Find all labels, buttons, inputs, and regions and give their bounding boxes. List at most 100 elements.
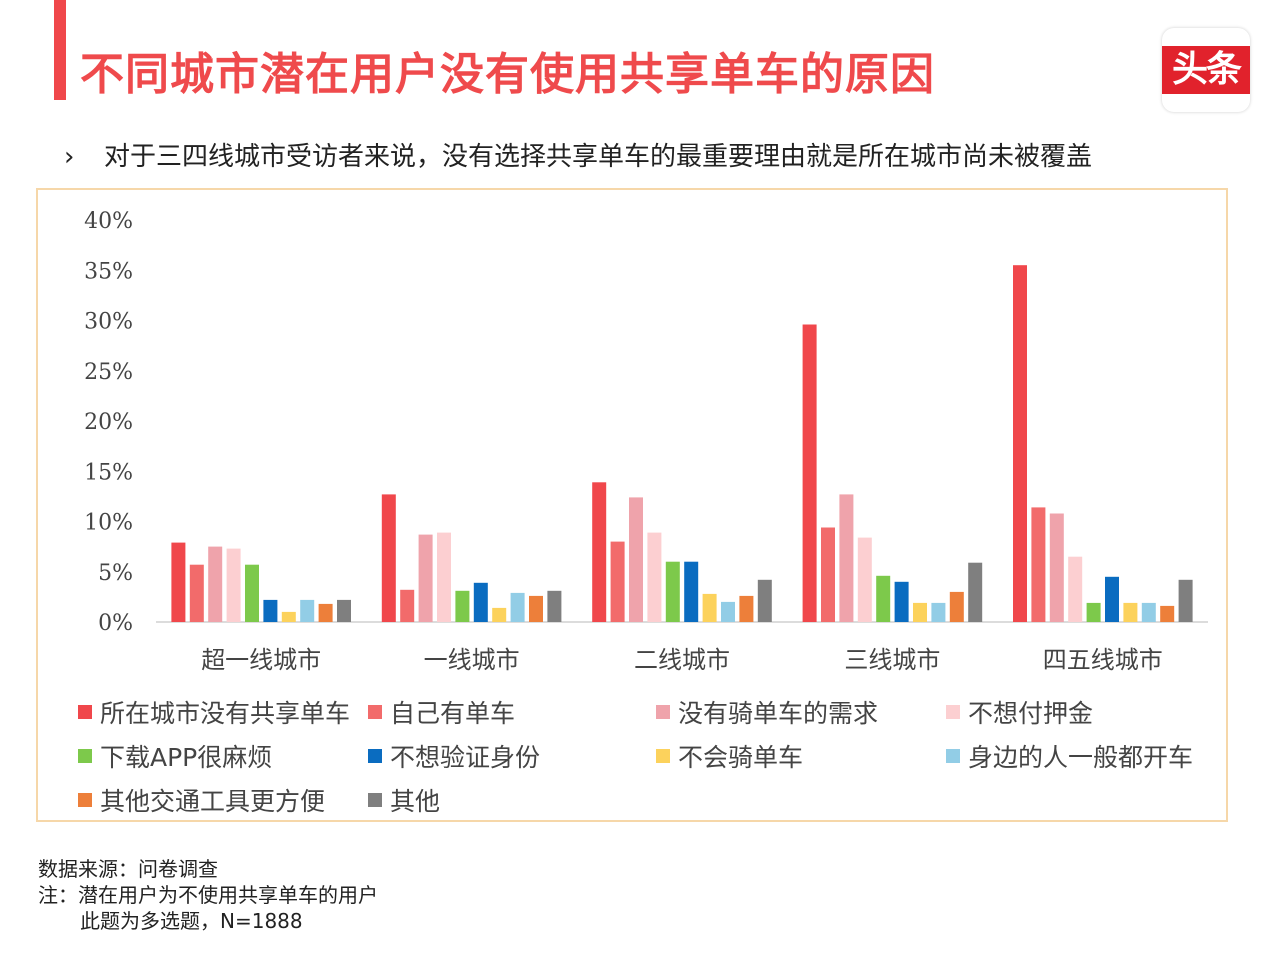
bar[interactable] — [1049, 513, 1064, 623]
bar[interactable] — [510, 592, 525, 622]
chart-container: 0% 5% 10% 15% 20% 25% 30% 35% 40% 超一线城市 一线城市 二线城市 三线… — [36, 188, 1228, 822]
y-tick-label: 40% — [84, 209, 133, 234]
legend-label: 下载APP很麻烦 — [100, 743, 273, 772]
bar[interactable] — [418, 534, 433, 622]
bar[interactable] — [1178, 579, 1193, 622]
bar[interactable] — [281, 611, 296, 622]
footnote: 注：潜在用户为不使用共享单车的用户 — [38, 883, 378, 907]
bar[interactable] — [1086, 602, 1101, 622]
legend-swatch — [946, 705, 960, 719]
footer-notes: 数据来源：问卷调查 注：潜在用户为不使用共享单车的用户 此题为多选题，N=188… — [38, 856, 378, 934]
legend-item[interactable]: 自己有单车 — [368, 694, 515, 730]
bar[interactable] — [592, 482, 607, 622]
bar[interactable] — [610, 541, 625, 622]
legend-item[interactable]: 其他交通工具更方便 — [78, 782, 325, 818]
bar[interactable] — [739, 595, 754, 622]
bar[interactable] — [1123, 602, 1138, 622]
bar[interactable] — [318, 603, 333, 622]
bar[interactable] — [171, 542, 186, 622]
bar[interactable] — [757, 579, 772, 622]
logo-text: 头条 — [1162, 46, 1250, 94]
bar[interactable] — [876, 575, 891, 622]
x-tick-label: 一线城市 — [424, 646, 520, 674]
bar[interactable] — [647, 532, 662, 622]
bar[interactable] — [802, 324, 817, 623]
bar[interactable] — [529, 595, 543, 622]
bar[interactable] — [337, 599, 351, 622]
bar[interactable] — [1141, 602, 1156, 622]
bar[interactable] — [968, 562, 983, 622]
y-tick-label: 0% — [98, 611, 133, 636]
y-tick-label: 15% — [84, 460, 133, 485]
bar[interactable] — [381, 494, 396, 622]
bar[interactable] — [1013, 265, 1027, 622]
bar[interactable] — [821, 527, 835, 623]
legend-label: 其他交通工具更方便 — [100, 787, 326, 816]
legend-item[interactable]: 不想付押金 — [946, 694, 1093, 730]
bar[interactable] — [208, 546, 223, 622]
legend-label: 其他 — [390, 787, 441, 816]
legend-swatch — [946, 749, 960, 763]
bar[interactable] — [949, 591, 964, 622]
x-tick-label: 超一线城市 — [201, 646, 321, 674]
footnote-detail: 此题为多选题，N=1888 — [80, 909, 303, 933]
legend-item[interactable]: 下载APP很麻烦 — [78, 738, 272, 774]
bar[interactable] — [1105, 576, 1119, 622]
bar[interactable] — [1031, 507, 1046, 622]
bar[interactable] — [1068, 556, 1083, 622]
bar[interactable] — [702, 593, 717, 622]
chart-legend: 所在城市没有共享单车 自己有单车 没有骑单车的需求 不想付押金下载APP很麻烦 不想验证… — [78, 690, 1228, 820]
bar[interactable] — [913, 602, 927, 622]
summary-bullet: › 对于三四线城市受访者来说，没有选择共享单车的最重要理由就是所在城市尚未被覆盖 — [64, 136, 1092, 173]
data-source: 数据来源：问卷调查 — [38, 857, 218, 881]
legend-label: 不想付押金 — [968, 699, 1094, 728]
title-accent-bar — [54, 0, 66, 100]
bar[interactable] — [1160, 605, 1175, 622]
legend-item[interactable]: 身边的人一般都开车 — [946, 738, 1193, 774]
y-tick-label: 25% — [84, 360, 133, 385]
bar[interactable] — [455, 590, 470, 622]
y-tick-label: 20% — [84, 410, 133, 435]
bar[interactable] — [189, 564, 204, 622]
y-tick-label: 5% — [98, 561, 133, 586]
bar[interactable] — [245, 564, 259, 622]
bar[interactable] — [492, 607, 507, 622]
legend-item[interactable]: 没有骑单车的需求 — [656, 694, 878, 730]
legend-swatch — [78, 705, 92, 719]
legend-item[interactable]: 不会骑单车 — [656, 738, 803, 774]
legend-label: 所在城市没有共享单车 — [100, 699, 351, 728]
bar[interactable] — [857, 537, 872, 622]
bar[interactable] — [665, 561, 680, 622]
bar[interactable] — [931, 602, 946, 622]
bar[interactable] — [839, 494, 854, 622]
bar-chart: 0% 5% 10% 15% 20% 25% 30% 35% 40% 超一线城市 一线城市 二线城市 三线… — [84, 209, 1208, 674]
bar[interactable] — [263, 599, 278, 622]
x-tick-label: 三线城市 — [844, 646, 940, 674]
bar[interactable] — [300, 599, 315, 622]
x-tick-label: 二线城市 — [634, 646, 730, 674]
legend-swatch — [78, 749, 92, 763]
legend-label: 没有骑单车的需求 — [678, 699, 879, 728]
bar[interactable] — [894, 581, 909, 622]
legend-label: 不想验证身份 — [390, 743, 541, 772]
bar[interactable] — [226, 548, 241, 622]
toutiao-logo[interactable]: 头条 — [1162, 28, 1250, 112]
bar[interactable] — [629, 497, 643, 622]
y-tick-label: 35% — [84, 259, 133, 284]
legend-label: 不会骑单车 — [678, 743, 804, 772]
legend-item[interactable]: 其他 — [368, 782, 440, 818]
bar[interactable] — [400, 589, 415, 622]
legend-item[interactable]: 不想验证身份 — [368, 738, 540, 774]
bar[interactable] — [721, 601, 735, 622]
bar[interactable] — [473, 582, 488, 622]
y-tick-label: 30% — [84, 310, 133, 335]
page-title: 不同城市潜在用户没有使用共享单车的原因 — [80, 49, 935, 100]
summary-text: 对于三四线城市受访者来说，没有选择共享单车的最重要理由就是所在城市尚未被覆盖 — [104, 142, 1093, 172]
legend-label: 自己有单车 — [390, 699, 516, 728]
bar[interactable] — [684, 561, 699, 622]
legend-swatch — [368, 749, 382, 763]
bar[interactable] — [547, 590, 562, 622]
bar[interactable] — [437, 532, 451, 622]
legend-item[interactable]: 所在城市没有共享单车 — [78, 694, 350, 730]
legend-swatch — [656, 749, 670, 763]
